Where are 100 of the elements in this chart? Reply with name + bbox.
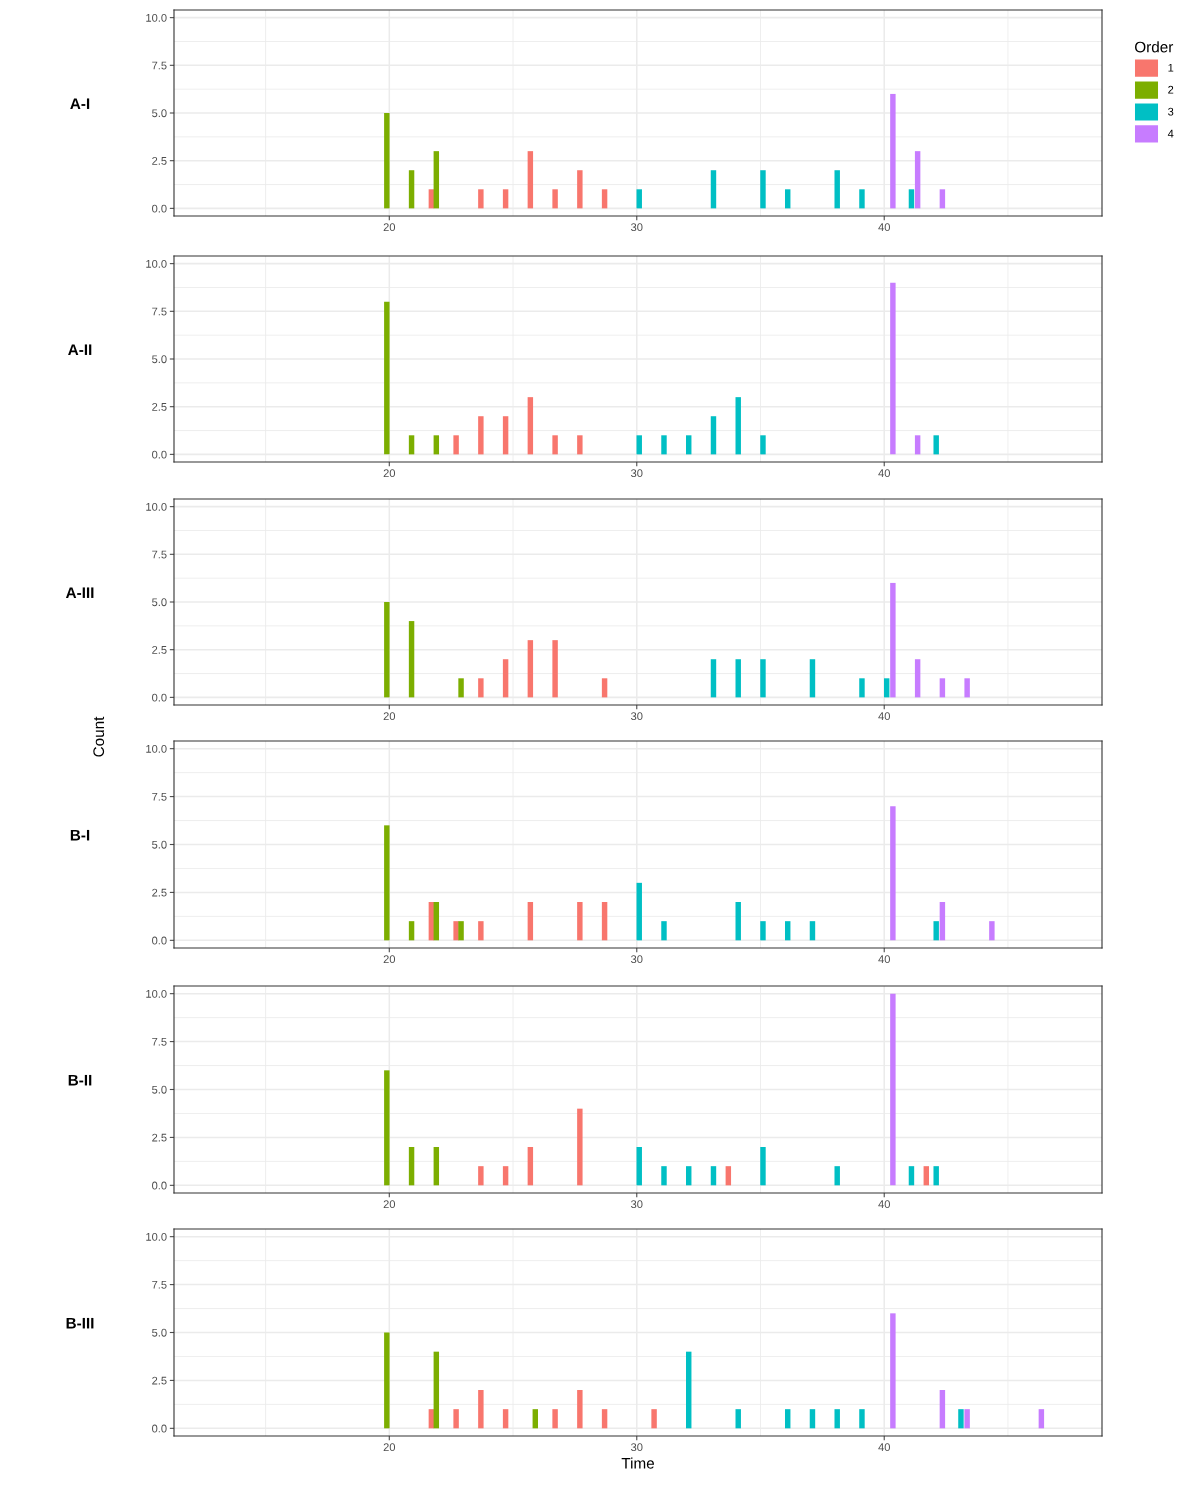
x-tick-label: 30 [631, 955, 643, 964]
bar [478, 189, 484, 209]
bar [502, 416, 509, 455]
bar [939, 189, 946, 209]
bar [710, 416, 717, 455]
y-tick-label: 0.0 [152, 450, 167, 459]
bar [577, 1108, 583, 1186]
y-tick-label: 10.0 [146, 744, 167, 753]
bar [735, 659, 741, 698]
bar [859, 678, 865, 698]
bar [914, 435, 921, 455]
bar [636, 1147, 642, 1186]
bar [636, 882, 642, 941]
text: A-III [65, 587, 94, 598]
text: B-I [70, 829, 90, 841]
bar [502, 189, 509, 209]
bar [923, 1166, 930, 1186]
bar [453, 1409, 459, 1429]
x-tick-label: 30 [631, 1443, 643, 1452]
bar [661, 435, 667, 455]
bar [710, 659, 717, 698]
bar [939, 678, 946, 698]
bar [478, 921, 484, 941]
bar [661, 921, 667, 941]
x-axis-title: Time [621, 1457, 655, 1469]
y-tick-label: 7.5 [152, 1037, 167, 1046]
bar [601, 902, 608, 941]
y-tick-label: 10.0 [146, 259, 167, 268]
bar [502, 1166, 509, 1186]
bar [601, 1409, 608, 1429]
bar [408, 170, 415, 209]
y-axis-title: Count [93, 716, 105, 757]
bar [890, 582, 896, 698]
bar [458, 921, 464, 941]
bar [933, 1166, 939, 1186]
y-tick-label: 5.0 [152, 1085, 167, 1094]
bar [478, 1390, 484, 1429]
y-tick-label: 7.5 [152, 792, 167, 801]
y-tick-label: 2.5 [152, 1133, 167, 1142]
bar [428, 1409, 435, 1429]
bar [527, 1147, 534, 1186]
x-tick-label: 30 [631, 469, 643, 478]
bar [908, 1166, 915, 1186]
y-tick-label: 0.0 [152, 693, 167, 702]
bar [890, 1313, 896, 1429]
bar [552, 435, 558, 455]
y-tick-label: 2.5 [152, 1376, 167, 1385]
bar [725, 1166, 732, 1186]
bar [478, 1166, 484, 1186]
bar [453, 435, 459, 455]
bar [834, 1166, 840, 1186]
bar [933, 921, 939, 941]
bar [686, 1166, 692, 1186]
x-tick-label: 20 [383, 712, 396, 721]
bar [735, 397, 741, 455]
x-tick-label: 20 [383, 1443, 396, 1452]
text: B-II [68, 1074, 92, 1086]
bar [453, 921, 459, 941]
bar [384, 602, 390, 698]
bar [1038, 1409, 1045, 1429]
bar [408, 1147, 415, 1186]
x-tick-label: 40 [878, 955, 890, 964]
bar [785, 921, 791, 941]
bar [384, 1070, 390, 1186]
bar [577, 170, 583, 209]
bar [908, 189, 915, 209]
legend-title: Order [1135, 41, 1174, 53]
bar [809, 659, 816, 698]
bar [760, 659, 766, 698]
bar [710, 170, 717, 209]
bar [964, 1409, 970, 1429]
bar [834, 1409, 840, 1429]
bar [890, 282, 896, 455]
bar [939, 1390, 946, 1429]
bar [527, 902, 534, 941]
bar [636, 189, 642, 209]
bar [577, 902, 583, 941]
bar [890, 993, 896, 1186]
y-tick-label: 5.0 [152, 109, 167, 118]
bar [686, 435, 692, 455]
bar [527, 397, 534, 455]
bar [735, 1409, 741, 1429]
bar [651, 1409, 657, 1429]
y-tick-label: 7.5 [152, 307, 167, 316]
y-tick-label: 10.0 [146, 13, 167, 22]
y-tick-label: 2.5 [152, 645, 167, 654]
bar [428, 902, 435, 941]
bar [958, 1409, 964, 1429]
bar [760, 170, 766, 209]
bar [809, 1409, 816, 1429]
y-tick-label: 2.5 [152, 888, 167, 897]
x-tick-label: 40 [878, 1443, 890, 1452]
bar [532, 1409, 539, 1429]
bar [686, 1351, 692, 1429]
bar [384, 301, 390, 455]
bar [552, 189, 558, 209]
text: A-II [68, 344, 92, 355]
bar [408, 435, 415, 455]
x-tick-label: 20 [383, 469, 396, 478]
legend-label: 4 [1167, 129, 1174, 138]
